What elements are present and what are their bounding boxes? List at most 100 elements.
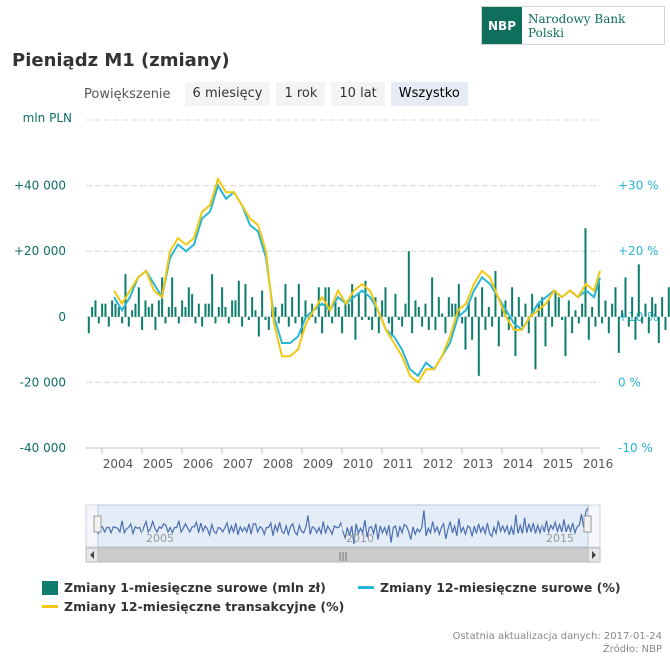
bar[interactable] bbox=[244, 284, 247, 317]
bar[interactable] bbox=[551, 316, 554, 327]
series-line-yoy-transactional[interactable] bbox=[113, 176, 601, 384]
bar[interactable] bbox=[141, 316, 144, 330]
bar[interactable] bbox=[187, 287, 190, 317]
bar[interactable] bbox=[501, 303, 504, 317]
bar[interactable] bbox=[584, 228, 587, 317]
bar[interactable] bbox=[474, 297, 477, 317]
bar[interactable] bbox=[607, 316, 610, 334]
zoom-6m-button[interactable]: 6 miesięcy bbox=[184, 82, 271, 106]
bar[interactable] bbox=[144, 300, 147, 317]
bar[interactable] bbox=[371, 316, 374, 330]
bar[interactable] bbox=[547, 300, 550, 317]
bar[interactable] bbox=[111, 300, 114, 317]
bar[interactable] bbox=[197, 303, 200, 317]
bar[interactable] bbox=[407, 251, 410, 317]
bar[interactable] bbox=[437, 297, 440, 317]
bar[interactable] bbox=[364, 280, 367, 317]
bar[interactable] bbox=[511, 287, 514, 317]
bar[interactable] bbox=[484, 316, 487, 330]
bar[interactable] bbox=[654, 303, 657, 317]
bar[interactable] bbox=[424, 303, 427, 317]
bar[interactable] bbox=[321, 316, 324, 334]
bar[interactable] bbox=[481, 287, 484, 317]
bar[interactable] bbox=[477, 316, 480, 376]
bar[interactable] bbox=[441, 313, 444, 317]
bar[interactable] bbox=[154, 316, 157, 330]
bar[interactable] bbox=[471, 316, 474, 340]
bar[interactable] bbox=[174, 306, 177, 317]
bar[interactable] bbox=[241, 316, 244, 327]
bar[interactable] bbox=[411, 316, 414, 334]
bar[interactable] bbox=[281, 303, 284, 317]
bar[interactable] bbox=[624, 277, 627, 317]
bar[interactable] bbox=[657, 316, 660, 344]
bar[interactable] bbox=[447, 297, 450, 317]
bar[interactable] bbox=[561, 316, 564, 321]
bar[interactable] bbox=[327, 287, 330, 317]
bar[interactable] bbox=[214, 316, 217, 324]
zoom-all-button[interactable]: Wszystko bbox=[390, 82, 468, 106]
bar[interactable] bbox=[581, 303, 584, 317]
bar[interactable] bbox=[224, 306, 227, 317]
bar[interactable] bbox=[347, 303, 350, 317]
bar[interactable] bbox=[571, 316, 574, 334]
bar[interactable] bbox=[341, 316, 344, 334]
bar[interactable] bbox=[251, 297, 254, 317]
bar[interactable] bbox=[167, 306, 170, 317]
bar[interactable] bbox=[124, 274, 127, 317]
nbp-logo[interactable]: NBP Narodowy Bank Polski bbox=[481, 6, 665, 45]
zoom-10y-button[interactable]: 10 lat bbox=[331, 82, 385, 106]
bar[interactable] bbox=[134, 303, 137, 317]
bar[interactable] bbox=[234, 300, 237, 317]
bar[interactable] bbox=[211, 274, 214, 317]
bar[interactable] bbox=[91, 306, 94, 317]
bar[interactable] bbox=[444, 316, 447, 334]
bar[interactable] bbox=[257, 316, 260, 337]
bar[interactable] bbox=[237, 280, 240, 317]
bar[interactable] bbox=[507, 316, 510, 330]
navigator-handle-left[interactable] bbox=[93, 515, 102, 533]
bar[interactable] bbox=[227, 316, 230, 324]
bar[interactable] bbox=[334, 300, 337, 317]
bar[interactable] bbox=[171, 277, 174, 317]
bar[interactable] bbox=[431, 277, 434, 317]
bar[interactable] bbox=[651, 297, 654, 317]
bar[interactable] bbox=[97, 316, 100, 324]
bar[interactable] bbox=[574, 310, 577, 317]
bar[interactable] bbox=[294, 316, 297, 324]
bar[interactable] bbox=[544, 316, 547, 347]
bar[interactable] bbox=[641, 316, 644, 324]
bar[interactable] bbox=[457, 284, 460, 317]
bar[interactable] bbox=[94, 300, 97, 317]
bar[interactable] bbox=[117, 306, 120, 317]
bar[interactable] bbox=[527, 316, 530, 334]
bar[interactable] bbox=[564, 316, 567, 357]
bar[interactable] bbox=[121, 316, 124, 324]
bar[interactable] bbox=[107, 316, 110, 327]
bar[interactable] bbox=[204, 303, 207, 317]
bar[interactable] bbox=[357, 293, 360, 317]
bar[interactable] bbox=[487, 306, 490, 317]
bar[interactable] bbox=[157, 300, 160, 317]
bar[interactable] bbox=[177, 316, 180, 324]
bar[interactable] bbox=[191, 293, 194, 317]
bar[interactable] bbox=[351, 284, 354, 317]
bar[interactable] bbox=[401, 316, 404, 327]
bar[interactable] bbox=[517, 297, 520, 317]
bar[interactable] bbox=[464, 316, 467, 350]
series-line-yoy-raw[interactable] bbox=[113, 183, 601, 378]
bar[interactable] bbox=[577, 316, 580, 324]
bar[interactable] bbox=[667, 287, 670, 317]
navigator-handle-right[interactable] bbox=[583, 515, 592, 533]
bar[interactable] bbox=[634, 316, 637, 340]
bar[interactable] bbox=[181, 300, 184, 317]
bar[interactable] bbox=[461, 316, 464, 324]
bar[interactable] bbox=[314, 316, 317, 324]
bar[interactable] bbox=[597, 277, 600, 317]
bar[interactable] bbox=[631, 297, 634, 317]
bar[interactable] bbox=[164, 316, 167, 324]
bar[interactable] bbox=[361, 316, 364, 321]
bar[interactable] bbox=[101, 303, 104, 317]
bar[interactable] bbox=[387, 316, 390, 324]
bar[interactable] bbox=[114, 303, 117, 317]
